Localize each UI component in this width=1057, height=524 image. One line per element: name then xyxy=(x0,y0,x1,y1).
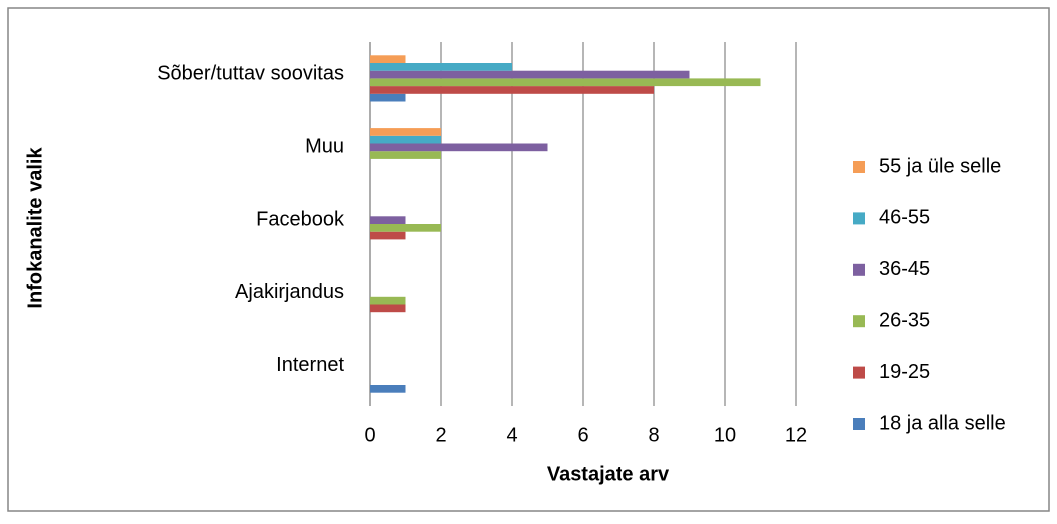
x-tick-label: 2 xyxy=(435,424,446,446)
x-tick-label: 12 xyxy=(785,424,807,446)
y-tick-label: Ajakirjandus xyxy=(235,281,344,303)
bar xyxy=(370,151,441,159)
y-tick-label: Sõber/tuttav soovitas xyxy=(157,63,344,85)
legend-label: 26-35 xyxy=(879,309,930,331)
legend-label: 19-25 xyxy=(879,361,930,383)
legend-label: 36-45 xyxy=(879,258,930,280)
bar xyxy=(370,63,512,71)
legend-label: 55 ja üle selle xyxy=(879,155,1001,177)
x-tick-label: 8 xyxy=(648,424,659,446)
legend-swatch xyxy=(853,418,865,430)
bar xyxy=(370,216,406,224)
bar xyxy=(370,231,406,240)
bar xyxy=(370,128,441,136)
x-tick-label: 4 xyxy=(506,424,517,446)
legend-swatch xyxy=(853,366,865,379)
bar xyxy=(370,78,761,87)
y-axis-label: Infokanalite valik xyxy=(24,147,46,309)
x-axis-label: Vastajate arv xyxy=(547,463,670,485)
bar xyxy=(370,385,406,393)
x-tick-label: 10 xyxy=(714,424,736,446)
legend-label: 46-55 xyxy=(879,207,930,229)
legend-swatch xyxy=(853,263,865,276)
legend-swatch xyxy=(853,212,865,225)
x-tick-label: 0 xyxy=(364,424,375,446)
bar xyxy=(370,224,441,232)
x-tick-label: 6 xyxy=(577,424,588,446)
bar xyxy=(370,135,441,144)
bar xyxy=(370,296,406,305)
y-tick-label: Muu xyxy=(305,135,344,157)
legend-label: 18 ja alla selle xyxy=(879,412,1006,434)
bar xyxy=(370,86,654,94)
bar xyxy=(370,55,406,63)
bar xyxy=(370,143,548,152)
bar xyxy=(370,304,406,313)
legend-swatch xyxy=(853,315,865,328)
bar xyxy=(370,70,690,79)
y-tick-label: Facebook xyxy=(256,208,345,230)
y-tick-label: Internet xyxy=(276,354,344,376)
bar xyxy=(370,93,406,102)
legend-swatch xyxy=(853,161,865,173)
